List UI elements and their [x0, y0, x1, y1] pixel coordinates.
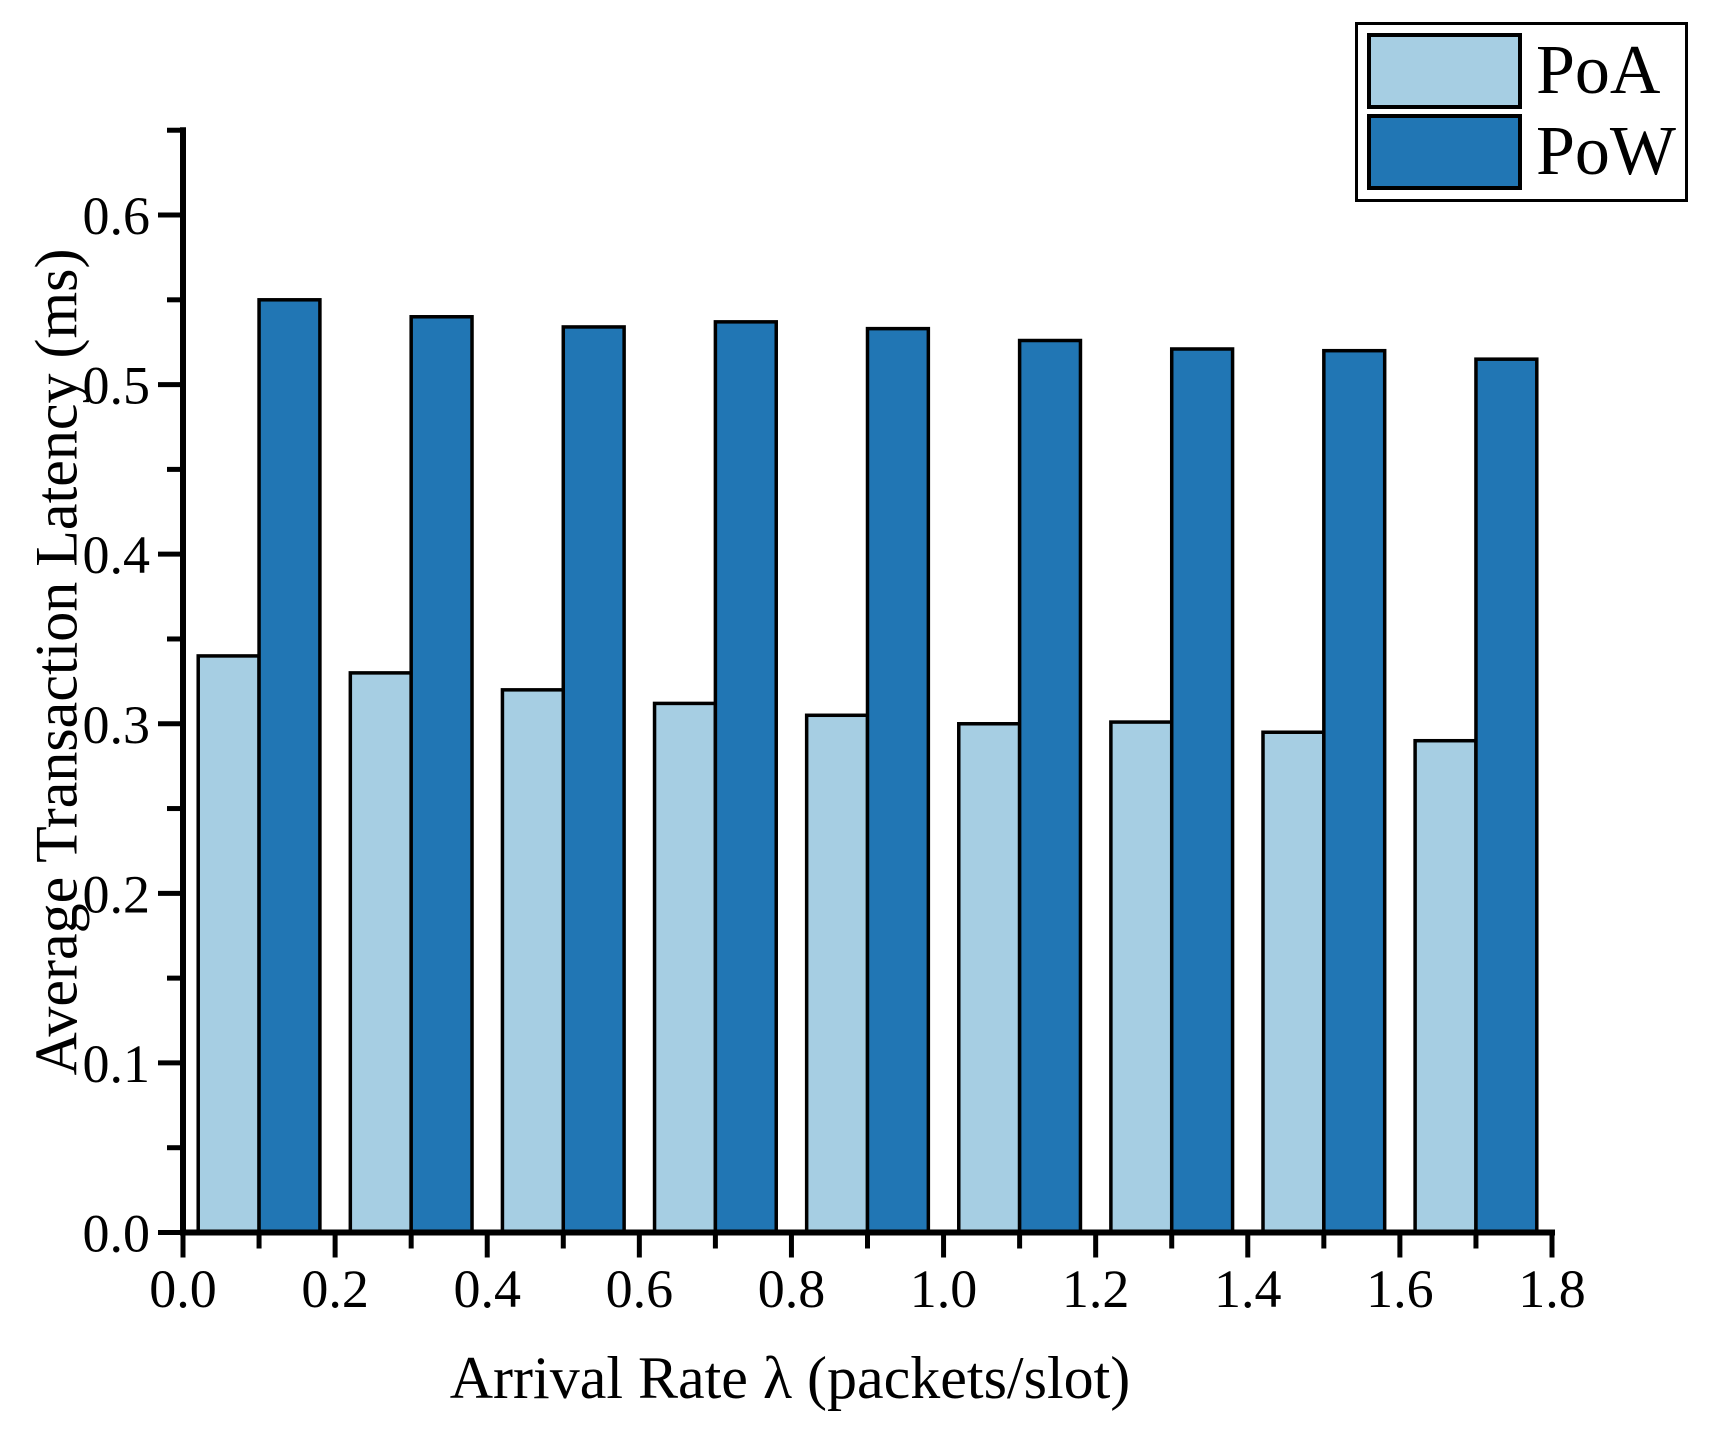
- y-tick-label: 0.3: [83, 695, 151, 755]
- legend-label-poa: PoA: [1536, 32, 1661, 109]
- x-tick-label: 1.2: [1062, 1259, 1130, 1319]
- x-tick-label: 0.2: [301, 1259, 369, 1319]
- x-tick-label: 1.6: [1366, 1259, 1434, 1319]
- bar-pow-5: [1017, 338, 1083, 1235]
- x-tick-label: 1.8: [1518, 1259, 1586, 1319]
- bar-pow-6: [1169, 347, 1235, 1235]
- legend: PoA PoW: [1355, 22, 1688, 202]
- bar-poa-6: [1109, 720, 1174, 1235]
- x-tick-label: 0.4: [453, 1259, 521, 1319]
- y-tick-label: 0.0: [83, 1204, 151, 1264]
- y-tick-label: 0.6: [83, 186, 151, 246]
- y-tick-label: 0.1: [83, 1034, 151, 1094]
- bar-pow-4: [865, 326, 931, 1235]
- bar-poa-3: [652, 701, 718, 1235]
- legend-item-poa: PoA: [1367, 32, 1676, 110]
- bar-poa-4: [804, 713, 870, 1235]
- bar-poa-0: [196, 654, 261, 1235]
- y-tick-label: 0.5: [83, 356, 151, 416]
- legend-swatch-poa: [1367, 33, 1522, 109]
- x-axis-label: Arrival Rate λ (packets/slot): [449, 1345, 1131, 1411]
- bar-pow-3: [713, 320, 778, 1235]
- y-tick-label: 0.4: [83, 525, 151, 585]
- legend-swatch-pow: [1367, 114, 1522, 190]
- bar-poa-8: [1413, 738, 1478, 1235]
- bar-pow-7: [1322, 348, 1387, 1235]
- legend-label-pow: PoW: [1536, 113, 1676, 190]
- y-axis-label: Average Transaction Latency (ms): [23, 248, 90, 1076]
- bar-poa-2: [500, 688, 566, 1235]
- bar-poa-7: [1261, 730, 1326, 1235]
- x-tick-label: 0.0: [149, 1259, 217, 1319]
- x-tick-label: 0.6: [606, 1259, 674, 1319]
- x-tick-label: 1.0: [910, 1259, 978, 1319]
- y-tick-label: 0.2: [83, 864, 151, 924]
- legend-item-pow: PoW: [1367, 113, 1676, 191]
- bar-poa-5: [957, 722, 1022, 1235]
- bar-poa-1: [348, 671, 413, 1235]
- bar-pow-2: [561, 325, 626, 1235]
- bar-pow-1: [409, 315, 474, 1235]
- x-tick-label: 0.8: [758, 1259, 826, 1319]
- x-tick-label: 1.4: [1214, 1259, 1282, 1319]
- bar-pow-0: [257, 298, 322, 1235]
- bar-pow-8: [1474, 357, 1539, 1235]
